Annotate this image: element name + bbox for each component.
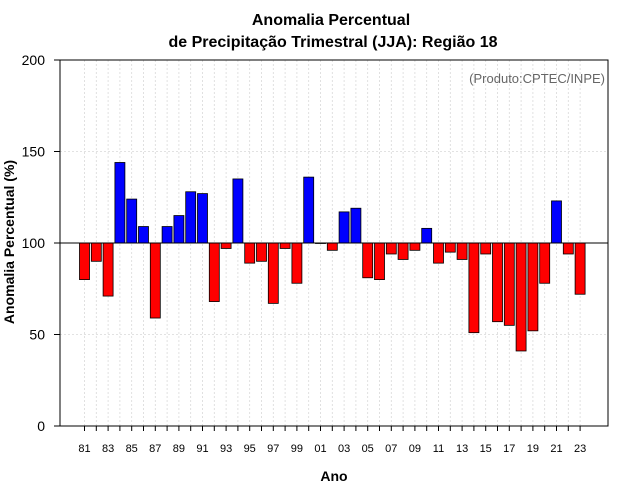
bar-2002 <box>326 242 338 251</box>
bar-2010 <box>421 227 433 244</box>
bar-2012 <box>444 242 456 253</box>
x-tick-label: 01 <box>314 443 326 455</box>
bar-2009 <box>409 242 421 251</box>
x-tick-label: 23 <box>574 443 586 455</box>
bar-2019 <box>527 242 539 332</box>
bar-1981 <box>79 242 90 280</box>
product-annotation: (Produto:CPTEC/INPE) <box>469 71 605 86</box>
y-axis: 0 50 100 150 200 <box>22 52 60 434</box>
x-tick-label: 21 <box>550 443 562 455</box>
bar-1988 <box>161 226 173 244</box>
x-tick-label: 15 <box>480 443 492 455</box>
bar-2014 <box>468 242 480 334</box>
bar-1994 <box>232 178 244 244</box>
x-tick-label: 17 <box>503 443 515 455</box>
x-tick-label: 09 <box>409 443 421 455</box>
bar-1986 <box>138 226 149 244</box>
x-tick-label: 81 <box>78 443 90 455</box>
x-tick-label: 91 <box>196 443 208 455</box>
bar-1987 <box>149 242 161 319</box>
x-tick-label: 83 <box>102 443 114 455</box>
x-tick-label: 19 <box>527 443 539 455</box>
x-tick-label: 93 <box>220 443 232 455</box>
bar-1990 <box>185 191 197 244</box>
bar-1998 <box>279 242 291 249</box>
bar-1989 <box>173 215 185 244</box>
bar-1993 <box>220 242 232 249</box>
bar-2021 <box>551 200 562 244</box>
y-tick-label: 0 <box>37 418 45 434</box>
grid <box>60 60 608 426</box>
x-tick-label: 97 <box>267 443 279 455</box>
bar-2005 <box>362 242 374 279</box>
bar-2023 <box>574 242 586 295</box>
bar-1996 <box>256 242 267 262</box>
bar-2022 <box>562 242 574 255</box>
y-axis-label: Anomalia Percentual (%) <box>1 160 17 324</box>
bars <box>79 162 586 352</box>
x-tick-label: 95 <box>244 443 256 455</box>
x-tick-label: 87 <box>149 443 161 455</box>
x-tick-label: 05 <box>362 443 374 455</box>
x-tick-label: 07 <box>385 443 397 455</box>
bar-1999 <box>291 242 303 284</box>
bar-1997 <box>267 242 279 304</box>
x-tick-label: 85 <box>126 443 138 455</box>
bar-2020 <box>539 242 551 284</box>
chart-title-line-1: Anomalia Percentual <box>252 12 410 29</box>
bar-2018 <box>515 242 527 352</box>
y-tick-label: 100 <box>22 235 46 251</box>
bar-1995 <box>244 242 256 264</box>
bar-2000 <box>303 176 315 244</box>
x-axis: 81 83 85 87 89 91 93 95 97 99 01 03 05 07 09 11 13 15 17 19… <box>78 426 586 455</box>
y-tick-label: 50 <box>29 327 45 343</box>
x-tick-label: 11 <box>433 443 444 455</box>
bar-1982 <box>90 242 102 262</box>
bar-2017 <box>503 242 515 326</box>
bar-1992 <box>208 242 220 302</box>
bar-2007 <box>385 242 397 255</box>
bar-2004 <box>350 207 362 244</box>
bar-2006 <box>374 242 385 280</box>
x-tick-label: 03 <box>338 443 350 455</box>
bar-2015 <box>480 242 492 255</box>
bar-2008 <box>397 242 409 260</box>
y-tick-label: 200 <box>22 52 46 68</box>
x-tick-label: 99 <box>291 443 303 455</box>
bar-1984 <box>114 162 126 244</box>
bar-1985 <box>126 198 138 244</box>
bar-2003 <box>338 211 350 244</box>
bar-2016 <box>492 242 503 323</box>
bar-2013 <box>456 242 468 260</box>
bar-2011 <box>433 242 444 264</box>
x-tick-label: 89 <box>173 443 185 455</box>
x-tick-label: 13 <box>456 443 468 455</box>
bar-1983 <box>102 242 114 297</box>
chart-title-line-2: de Precipitação Trimestral (JJA): Região… <box>168 34 497 51</box>
y-tick-label: 150 <box>22 144 46 160</box>
x-axis-label: Ano <box>320 468 347 484</box>
bar-1991 <box>197 193 208 244</box>
